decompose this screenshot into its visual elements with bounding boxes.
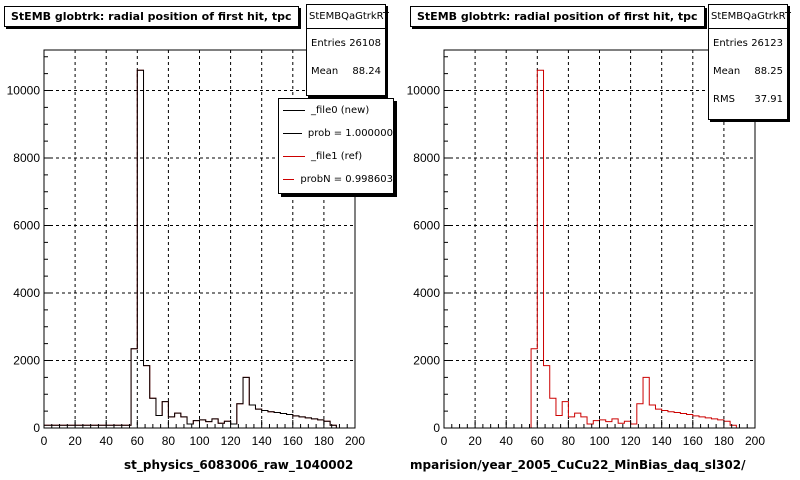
legend-swatch-ref <box>283 156 305 157</box>
y-tick-label: 8000 <box>413 151 440 165</box>
y-tick-label: 2000 <box>13 354 40 368</box>
y-tick-label: 2000 <box>413 354 440 368</box>
stats-value: 88.25 <box>754 65 783 77</box>
x-tick-label: 80 <box>162 434 176 448</box>
x-tick-label: 60 <box>131 434 145 448</box>
y-tick-label: 6000 <box>413 219 440 233</box>
right-stats-entries-row: Entries 26123 <box>709 29 787 57</box>
stats-label: Mean <box>713 65 741 77</box>
left-plot-title: StEMB globtrk: radial position of first … <box>4 6 299 27</box>
legend-entry: prob = 1.000000 <box>279 122 393 145</box>
right-histogram-pad: 0 20 40 60 80 100 120 140 160 180 200 0 2000 4000 6000… <box>400 0 800 480</box>
legend-swatch-ref <box>283 179 295 180</box>
left-stats-entries-row: Entries 26108 <box>307 29 385 57</box>
legend-swatch-new <box>283 110 305 111</box>
right-stats-name: StEMBQaGtrkRT <box>709 5 791 29</box>
y-tick-label: 0 <box>33 421 40 435</box>
left-histogram-plot: 0 20 40 60 80 100 120 140 160 180 2000200040006000… <box>7 49 365 448</box>
legend-label: probN = 0.998603 <box>300 174 393 185</box>
y-tick-label: 8000 <box>13 151 40 165</box>
legend-entry: probN = 0.998603 <box>279 168 393 191</box>
stats-label: Entries <box>713 37 748 49</box>
x-tick-label: 0 <box>441 434 448 448</box>
stats-label: RMS <box>713 93 735 105</box>
x-tick-label: 160 <box>683 434 703 448</box>
x-tick-label: 20 <box>68 434 82 448</box>
x-tick-label: 200 <box>745 434 765 448</box>
x-tick-label: 180 <box>714 434 734 448</box>
left-x-axis-title: st_physics_6083006_raw_1040002 <box>124 458 354 472</box>
histogram-series-line <box>44 69 355 429</box>
x-tick-label: 40 <box>500 434 514 448</box>
x-tick-label: 100 <box>189 434 209 448</box>
x-tick-label: 200 <box>345 434 365 448</box>
y-tick-label: 4000 <box>13 286 40 300</box>
right-x-axis-title: mparision/year_2005_CuCu22_MinBias_daq_s… <box>410 458 746 472</box>
x-tick-label: 140 <box>652 434 672 448</box>
legend-label: prob = 1.000000 <box>307 128 393 139</box>
right-stats-rms-row: RMS 37.91 <box>709 85 787 113</box>
stats-value: 88.24 <box>352 65 381 77</box>
right-stats-box: StEMBQaGtrkRT Entries 26123 Mean 88.25 R… <box>708 4 791 120</box>
left-legend: _file0 (new) prob = 1.000000 _file1 (ref… <box>278 98 394 194</box>
right-plot-title: StEMB globtrk: radial position of first … <box>410 6 705 27</box>
y-tick-label: 4000 <box>413 286 440 300</box>
stats-value: 37.91 <box>754 93 783 105</box>
stats-value: 26123 <box>751 37 783 49</box>
legend-label: _file0 (new) <box>311 105 370 116</box>
legend-swatch-new <box>283 133 302 134</box>
x-tick-label: 160 <box>283 434 303 448</box>
left-histogram-pad: 0 20 40 60 80 100 120 140 160 180 200 0 2000 4000 6000… <box>4 4 394 472</box>
y-tick-label: 6000 <box>13 219 40 233</box>
x-tick-label: 80 <box>562 434 576 448</box>
y-tick-label: 10000 <box>7 84 41 98</box>
y-tick-label: 10000 <box>407 84 441 98</box>
right-stats-mean-row: Mean 88.25 <box>709 57 787 85</box>
x-tick-label: 120 <box>221 434 241 448</box>
x-tick-label: 140 <box>252 434 272 448</box>
legend-entry: _file0 (new) <box>279 99 393 122</box>
left-stats-box: StEMBQaGtrkRT Entries 26108 Mean 88.24 <box>306 4 389 96</box>
legend-entry: _file1 (ref) <box>279 145 393 168</box>
left-stats-mean-row: Mean 88.24 <box>307 57 385 85</box>
stats-value: 26108 <box>349 37 381 49</box>
x-tick-label: 100 <box>589 434 609 448</box>
x-tick-label: 60 <box>531 434 545 448</box>
x-tick-label: 40 <box>100 434 114 448</box>
stats-label: Mean <box>311 65 339 77</box>
left-stats-name: StEMBQaGtrkRT <box>307 5 389 29</box>
legend-label: _file1 (ref) <box>311 151 363 162</box>
x-tick-label: 120 <box>621 434 641 448</box>
x-tick-label: 20 <box>468 434 482 448</box>
x-tick-label: 180 <box>314 434 334 448</box>
x-tick-label: 0 <box>41 434 48 448</box>
stats-label: Entries <box>311 37 346 49</box>
y-tick-label: 0 <box>433 421 440 435</box>
